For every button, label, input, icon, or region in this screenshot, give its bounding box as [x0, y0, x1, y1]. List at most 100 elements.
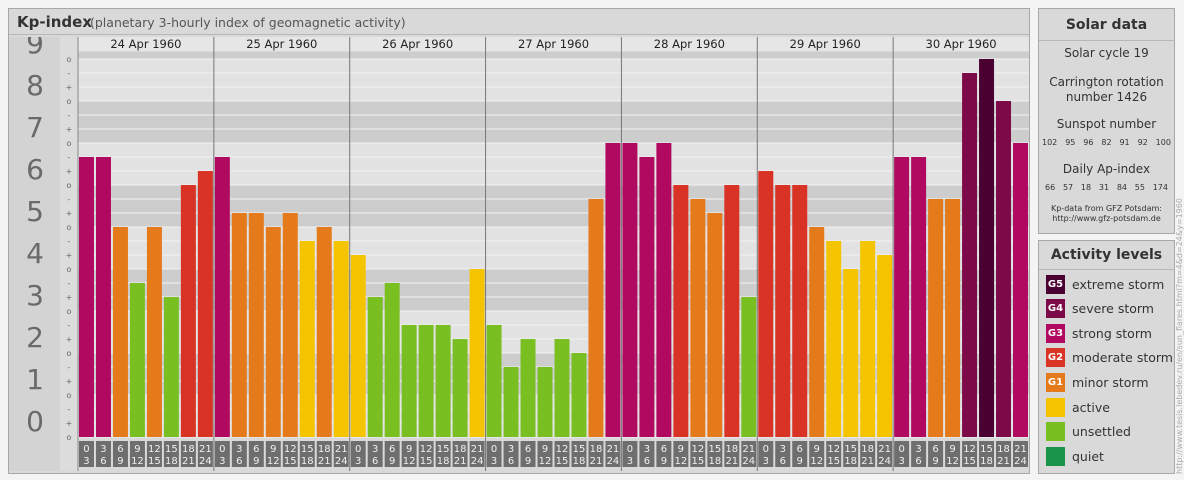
interval-end-label: 21 — [318, 456, 331, 467]
interval-end-label: 24 — [607, 456, 620, 467]
interval-box — [248, 441, 264, 467]
interval-box — [673, 441, 689, 467]
carrington-label-line2: number 1426 — [1065, 90, 1148, 104]
kp-bar — [265, 227, 281, 437]
kp-bar — [435, 324, 451, 437]
day-label: 26 Apr 1960 — [382, 37, 453, 51]
interval-box — [486, 441, 502, 467]
interval-start-label: 21 — [471, 444, 484, 455]
interval-box — [333, 441, 349, 467]
ap-value: 174 — [1152, 183, 1168, 192]
chart-subtitle: (planetary 3-hourly index of geomagnetic… — [90, 15, 406, 30]
ap-title: Daily Ap-index — [1062, 162, 1151, 176]
kp-bar — [486, 324, 502, 437]
kp-bar — [248, 213, 264, 437]
day-label: 30 Apr 1960 — [926, 37, 997, 51]
day-label: 29 Apr 1960 — [790, 37, 861, 51]
interval-end-label: 12 — [674, 456, 687, 467]
interval-end-label: 6 — [780, 456, 786, 467]
interval-end-label: 9 — [117, 456, 123, 467]
legend-swatch: G5 — [1046, 274, 1065, 294]
y-tick-label: 1 — [26, 363, 44, 396]
interval-end-label: 6 — [644, 456, 650, 467]
legend-swatch: G3 — [1046, 323, 1065, 343]
interval-end-label: 6 — [236, 456, 242, 467]
interval-start-label: 6 — [117, 444, 123, 455]
kp-bar — [537, 366, 553, 437]
interval-box — [996, 441, 1012, 467]
interval-end-label: 12 — [946, 456, 959, 467]
interval-start-label: 21 — [1014, 444, 1027, 455]
kp-bar — [877, 255, 893, 437]
y-minor-tick: + — [66, 251, 73, 260]
interval-start-label: 6 — [661, 444, 667, 455]
interval-box — [79, 441, 94, 467]
sunspot-values: 102 95 96 82 91 92 100 — [1042, 138, 1171, 147]
interval-box — [316, 441, 332, 467]
kp-bar — [95, 156, 111, 437]
interval-end-label: 3 — [491, 456, 497, 467]
interval-box — [792, 441, 808, 467]
interval-box — [656, 441, 672, 467]
legend-label: unsettled — [1072, 424, 1131, 440]
interval-box — [265, 441, 281, 467]
kp-bar — [690, 198, 706, 437]
interval-start-label: 0 — [355, 444, 361, 455]
interval-end-label: 15 — [284, 456, 297, 467]
interval-box — [95, 441, 111, 467]
interval-box — [554, 441, 570, 467]
kp-bar — [469, 269, 485, 437]
interval-end-label: 9 — [797, 456, 803, 467]
interval-end-label: 12 — [403, 456, 416, 467]
interval-box — [962, 441, 978, 467]
sunspot-value: 95 — [1065, 138, 1076, 147]
interval-box — [605, 441, 621, 467]
day-label: 27 Apr 1960 — [518, 37, 589, 51]
interval-end-label: 18 — [573, 456, 586, 467]
solar-cycle: Solar cycle 19 — [1064, 46, 1149, 60]
interval-end-label: 18 — [844, 456, 857, 467]
interval-box — [384, 441, 400, 467]
sunspot-value: 96 — [1083, 138, 1094, 147]
interval-start-label: 9 — [270, 444, 276, 455]
interval-start-label: 15 — [980, 444, 993, 455]
source-watermark: http://www.tesis.lebedev.ru/en/sun_flare… — [1175, 198, 1184, 474]
interval-end-label: 15 — [148, 456, 161, 467]
interval-end-label: 18 — [165, 456, 178, 467]
interval-end-label: 18 — [708, 456, 721, 467]
interval-box — [401, 441, 417, 467]
grid-band — [78, 59, 1029, 102]
solar-data-panel: Solar data Solar cycle 19 Carrington rot… — [1038, 8, 1175, 234]
interval-end-label: 3 — [898, 456, 904, 467]
y-minor-tick: + — [66, 125, 73, 134]
kp-bar — [231, 213, 247, 437]
source-note-line1: Kp-data from GFZ Potsdam: — [1051, 204, 1162, 213]
interval-end-label: 21 — [590, 456, 603, 467]
interval-end-label: 15 — [963, 456, 976, 467]
y-tick-label: 6 — [26, 153, 44, 186]
ap-values: 66 57 18 31 84 55 174 — [1045, 183, 1168, 192]
y-minor-tick: o — [67, 223, 72, 232]
kp-bar — [367, 297, 383, 437]
solar-data-title: Solar data — [1065, 17, 1148, 33]
interval-box — [843, 441, 859, 467]
y-minor-tick: - — [68, 405, 71, 414]
interval-start-label: 0 — [83, 444, 89, 455]
day-label-strip — [78, 37, 1029, 51]
y-minor-tick: + — [66, 209, 73, 218]
interval-box — [520, 441, 536, 467]
legend-label: active — [1072, 399, 1110, 415]
kp-bar — [452, 339, 468, 437]
sunspot-value: 100 — [1155, 138, 1171, 147]
legend-swatch — [1046, 446, 1065, 466]
legend-item: active — [1046, 397, 1110, 417]
y-minor-tick: - — [68, 279, 71, 288]
interval-start-label: 12 — [691, 444, 704, 455]
interval-start-label: 6 — [525, 444, 531, 455]
interval-box — [622, 441, 638, 467]
grid-band — [78, 143, 1029, 186]
interval-end-label: 6 — [915, 456, 921, 467]
interval-start-label: 3 — [236, 444, 242, 455]
y-minor-tick: - — [68, 363, 71, 372]
kp-bar — [180, 185, 196, 437]
